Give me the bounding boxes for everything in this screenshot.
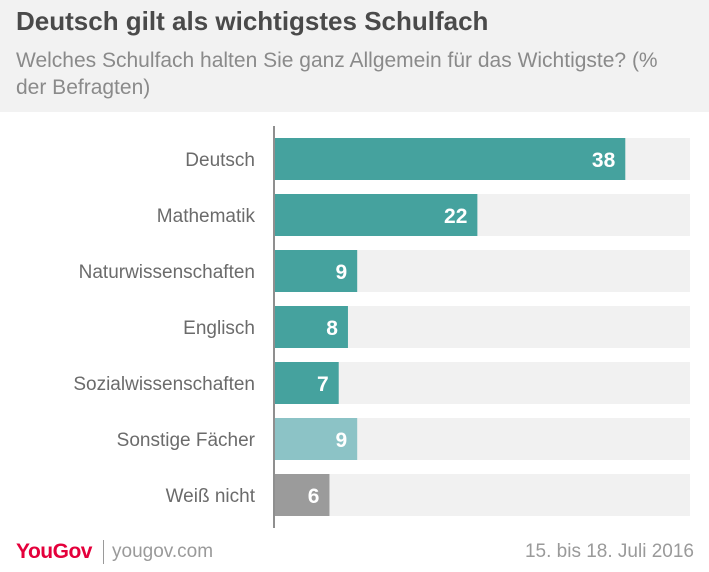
bar [274,250,358,292]
bar [274,474,330,516]
bar [274,194,478,236]
data-label: 38 [592,149,616,172]
data-label: 7 [317,373,329,396]
bar [274,362,339,404]
bar [274,138,626,180]
chart-subtitle: Welches Schulfach halten Sie ganz Allgem… [16,49,658,99]
chart-header: Deutsch gilt als wichtigstes Schulfach W… [0,0,709,112]
category-label: Weiß nicht [166,486,256,507]
category-label: Sozialwissenschaften [73,374,255,395]
data-label: 9 [336,429,348,452]
yougov-logo: YouGov [16,540,92,563]
bar [274,306,348,348]
category-label: Naturwissenschaften [79,262,255,283]
bar-track [274,474,690,516]
data-label: 6 [308,485,320,508]
data-label: 8 [326,317,338,340]
category-label: Deutsch [185,150,255,171]
footer-site-link: yougov.com [112,541,214,562]
category-label: Sonstige Fächer [117,430,256,451]
data-label: 22 [444,205,467,228]
category-label: Mathematik [157,206,256,227]
bar-chart: Deutsch 38 Mathematik 22 Naturwissenschaften… [73,126,690,528]
survey-date: 15. bis 18. Juli 2016 [524,541,694,562]
footer-divider [103,540,104,564]
data-label: 9 [336,261,348,284]
chart-title: Deutsch gilt als wichtigstes Schulfach [16,6,489,36]
bar-track [274,362,690,404]
category-label: Englisch [183,318,255,339]
bar [274,418,358,460]
